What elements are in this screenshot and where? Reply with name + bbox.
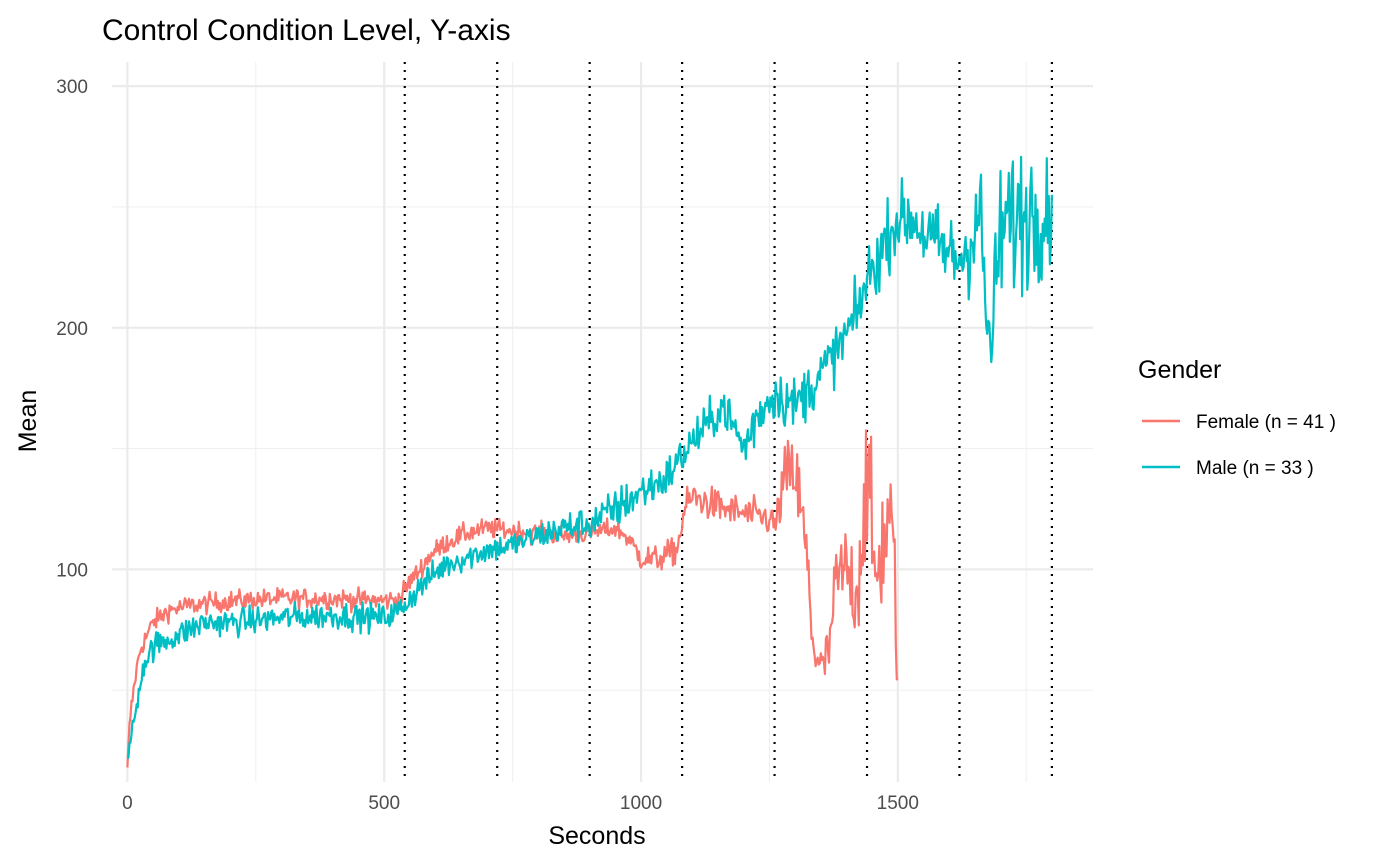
y-tick-label: 100	[56, 560, 88, 581]
y-tick-label: 300	[56, 77, 88, 98]
x-tick-label: 0	[122, 793, 133, 814]
y-axis-ticks: 100 200 300	[56, 77, 88, 581]
x-axis-title: Seconds	[548, 822, 645, 850]
series-line-male	[127, 155, 1053, 759]
chart-title: Control Condition Level, Y-axis	[102, 14, 511, 47]
legend-title: Gender	[1138, 356, 1221, 384]
series-line-female	[126, 429, 899, 768]
legend-label-female: Female (n = 41 )	[1196, 412, 1336, 433]
x-tick-label: 500	[368, 793, 400, 814]
x-tick-label: 1000	[620, 793, 662, 814]
y-tick-label: 200	[56, 319, 88, 340]
x-axis-ticks: 0 500 1000 1500	[122, 793, 919, 814]
vertical-marker-lines	[403, 62, 1054, 782]
legend: Gender Female (n = 41 ) Male (n = 33 )	[1138, 356, 1336, 479]
grid	[112, 62, 1093, 782]
series-lines	[126, 155, 1053, 768]
legend-label-male: Male (n = 33 )	[1196, 458, 1314, 479]
y-axis-title: Mean	[14, 390, 42, 453]
x-tick-label: 1500	[877, 793, 919, 814]
